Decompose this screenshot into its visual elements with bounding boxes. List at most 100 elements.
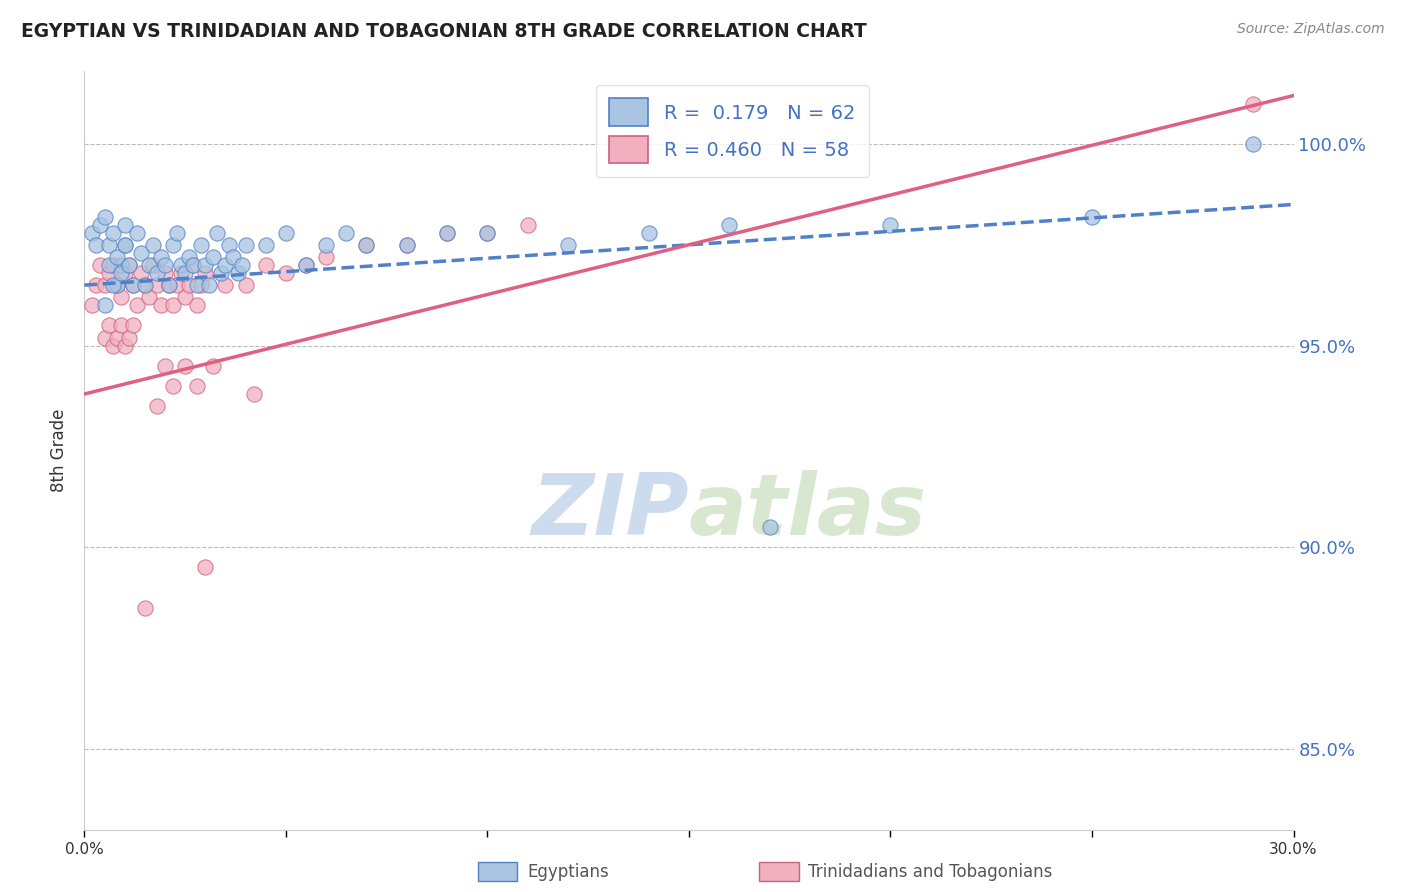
Point (879, 218, 901, 232)
Point (105, 250, 128, 264)
Point (1081, 210, 1104, 224)
Text: EGYPTIAN VS TRINIDADIAN AND TOBAGONIAN 8TH GRADE CORRELATION CHART: EGYPTIAN VS TRINIDADIAN AND TOBAGONIAN 8… (21, 22, 868, 41)
Point (181, 258, 204, 272)
Point (166, 278, 188, 293)
Point (114, 237, 136, 252)
Point (121, 278, 143, 293)
Text: Egyptians: Egyptians (527, 863, 609, 881)
Point (274, 266, 297, 280)
Point (395, 237, 418, 252)
Point (186, 379, 208, 393)
Point (142, 258, 165, 272)
Point (315, 250, 337, 264)
Point (194, 258, 217, 272)
Point (93, 330, 115, 344)
Point (226, 266, 249, 280)
Point (134, 600, 156, 615)
Point (1241, 136, 1264, 151)
Point (101, 278, 124, 293)
Point (170, 258, 193, 272)
Point (356, 237, 378, 252)
Point (202, 250, 225, 264)
Point (101, 338, 124, 352)
Point (637, 226, 659, 240)
Point (162, 379, 184, 393)
Point (157, 278, 180, 293)
Point (153, 258, 176, 272)
Point (97, 258, 120, 272)
Text: ZIP: ZIP (531, 469, 689, 553)
Point (118, 258, 141, 272)
Point (207, 226, 229, 240)
Point (101, 258, 124, 272)
Point (97, 318, 120, 333)
Point (110, 318, 132, 333)
Point (138, 290, 160, 304)
Point (118, 258, 141, 272)
Point (93, 278, 115, 293)
Y-axis label: 8th Grade: 8th Grade (51, 409, 69, 492)
Point (149, 250, 172, 264)
Point (86, 278, 108, 293)
Point (335, 226, 357, 240)
Point (170, 266, 193, 280)
Point (395, 237, 418, 252)
Point (101, 226, 124, 240)
Point (181, 258, 204, 272)
Point (162, 237, 184, 252)
Point (516, 218, 538, 232)
Point (218, 237, 240, 252)
Text: atlas: atlas (689, 469, 927, 553)
Point (436, 226, 458, 240)
Point (179, 250, 201, 264)
Point (118, 330, 141, 344)
Point (186, 278, 208, 293)
Point (194, 560, 217, 574)
Point (146, 278, 169, 293)
Point (82, 226, 104, 240)
Point (114, 218, 136, 232)
Point (149, 298, 172, 312)
Point (110, 290, 132, 304)
Point (157, 278, 180, 293)
Point (129, 245, 152, 260)
Text: 0.0%: 0.0% (65, 842, 104, 856)
Point (179, 278, 201, 293)
Point (134, 278, 156, 293)
Point (114, 266, 136, 280)
Point (235, 237, 257, 252)
Point (105, 278, 128, 293)
Point (153, 266, 176, 280)
Legend: R =  0.179   N = 62, R = 0.460   N = 58: R = 0.179 N = 62, R = 0.460 N = 58 (596, 85, 869, 177)
Text: Trinidadians and Tobagonians: Trinidadians and Tobagonians (808, 863, 1053, 881)
Point (477, 226, 499, 240)
Point (557, 237, 579, 252)
Point (477, 226, 499, 240)
Point (274, 226, 297, 240)
Point (125, 226, 148, 240)
Point (194, 266, 217, 280)
Point (209, 266, 232, 280)
Point (110, 258, 132, 272)
Text: 30.0%: 30.0% (1270, 842, 1317, 856)
Point (254, 258, 277, 272)
Point (202, 359, 225, 373)
Point (222, 250, 245, 264)
Point (93, 298, 115, 312)
Point (235, 278, 257, 293)
Point (718, 218, 741, 232)
Point (153, 359, 176, 373)
Point (89, 218, 111, 232)
Point (315, 237, 337, 252)
Point (121, 318, 143, 333)
Point (295, 258, 318, 272)
Point (138, 258, 160, 272)
Point (356, 237, 378, 252)
Point (93, 210, 115, 224)
Point (105, 330, 128, 344)
Point (174, 290, 197, 304)
Point (166, 226, 188, 240)
Point (146, 399, 169, 413)
Point (186, 298, 208, 312)
Point (242, 387, 264, 401)
